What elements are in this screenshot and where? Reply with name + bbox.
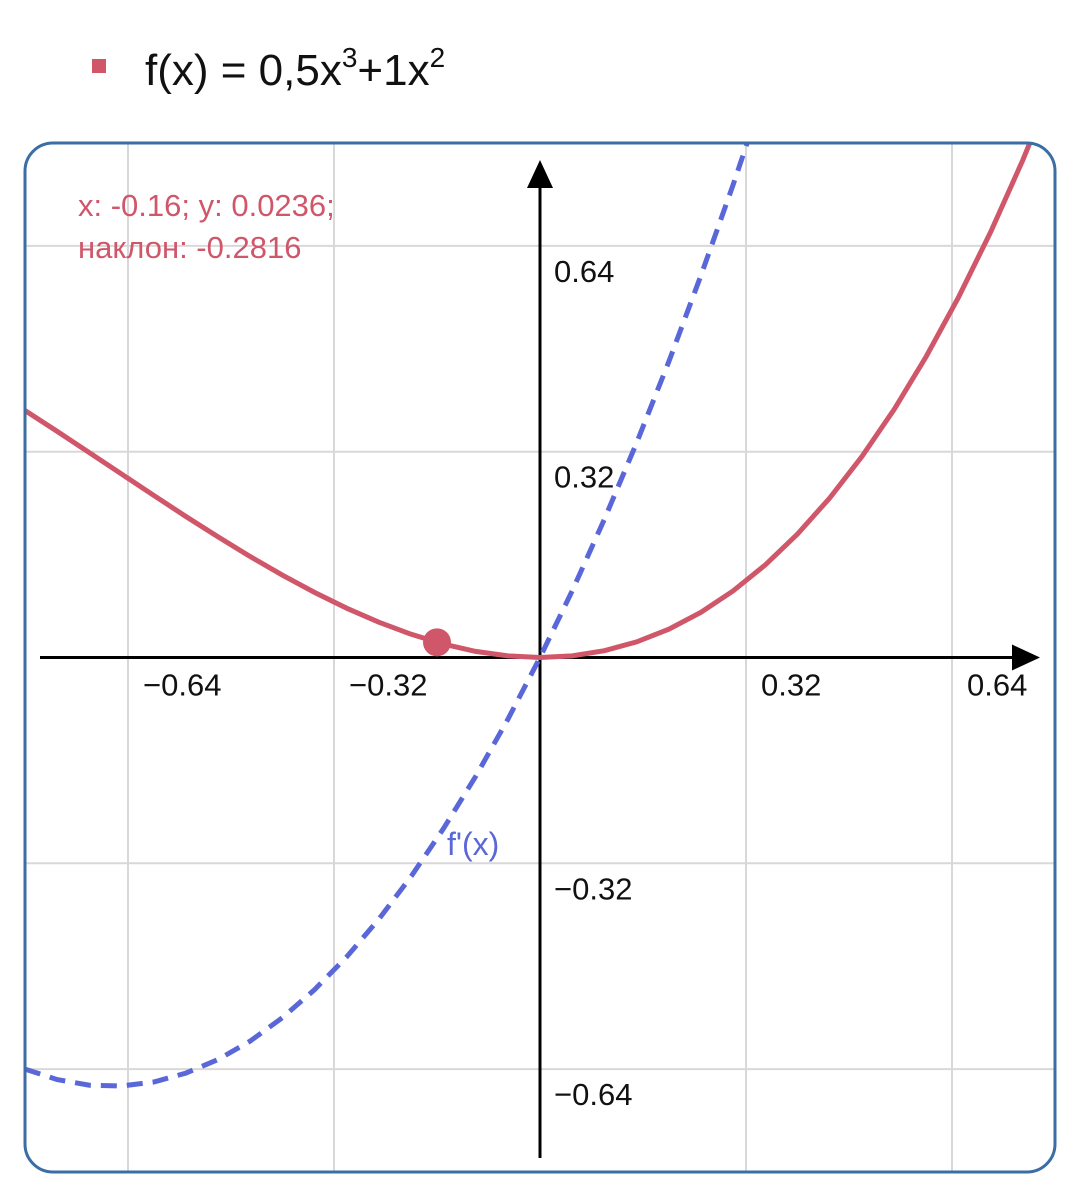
legend-sup: 2 (430, 42, 446, 73)
legend-text: f(x) = 0,5x3+1x2 (145, 42, 445, 95)
annotation: x: -0.16; y: 0.0236; (78, 188, 335, 223)
x-tick-label: 0.32 (761, 668, 821, 703)
x-tick-label: −0.32 (349, 668, 427, 703)
legend-part: +1x (357, 46, 429, 95)
legend-sup: 3 (342, 42, 358, 73)
point (423, 628, 451, 657)
x-tick-label: 0.64 (967, 668, 1027, 703)
line (25, 143, 1055, 661)
annotation: наклон: -0.2816 (78, 230, 301, 265)
y-axis-arrow (527, 160, 553, 188)
y-tick-label: 0.64 (554, 254, 614, 289)
legend-part: f(x) = 0,5x (145, 46, 342, 95)
y-tick-label: −0.32 (554, 871, 632, 906)
x-tick-label: −0.64 (143, 668, 221, 703)
y-tick-label: −0.64 (554, 1077, 632, 1112)
legend-swatch (92, 59, 106, 73)
x-axis-arrow (1012, 644, 1040, 671)
frame (23, 141, 1057, 1174)
series-label: f'(x) (447, 826, 499, 862)
plot: −0.64 −0.32 0.32 0.64 −0.64 −0.32 0.32 0.64 f'(x… (25, 143, 1055, 1172)
y-tick-label: 0.32 (554, 460, 614, 495)
